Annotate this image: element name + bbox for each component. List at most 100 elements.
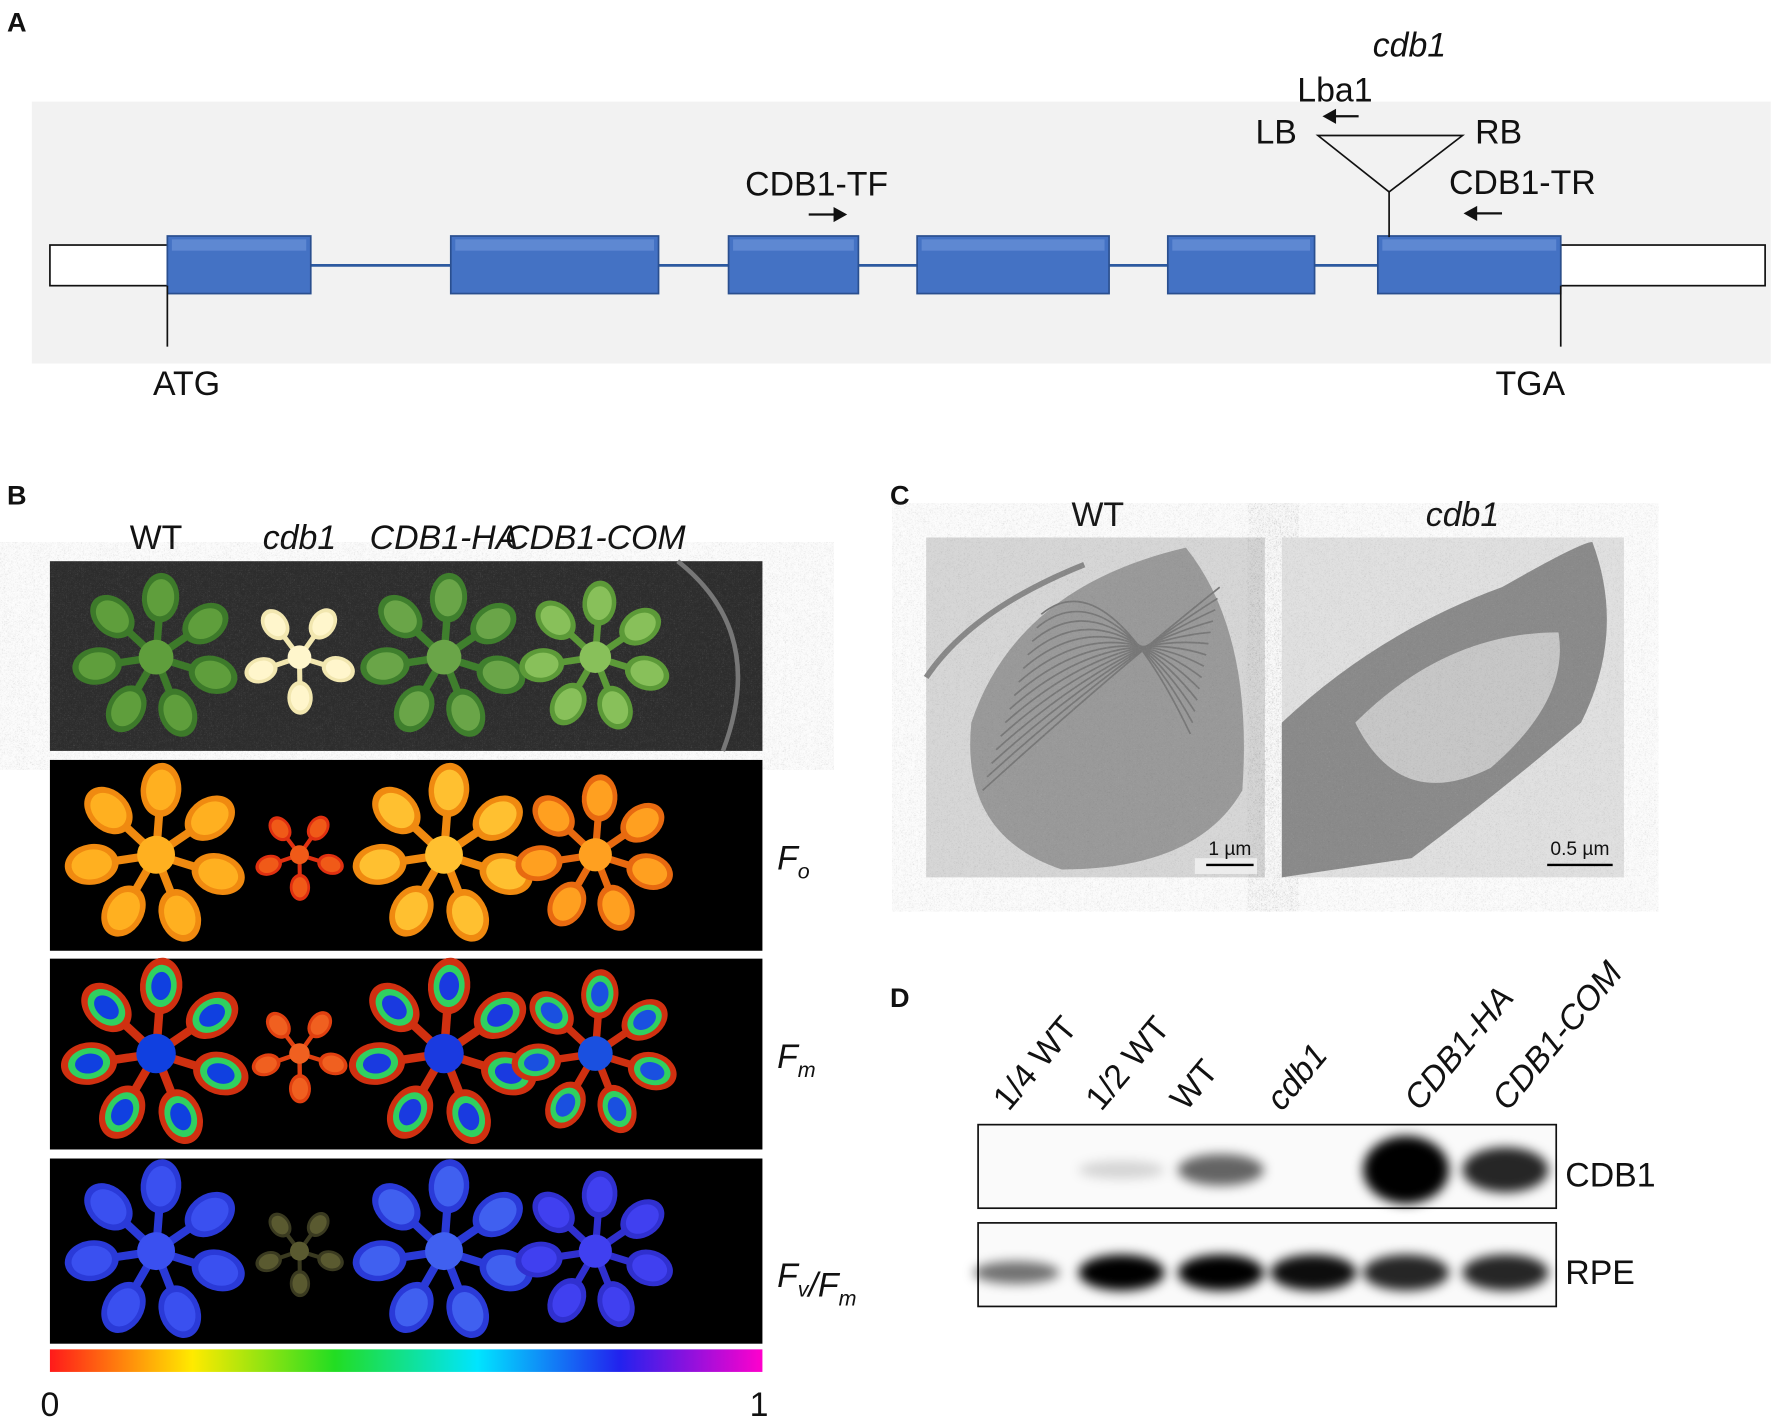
center	[289, 1241, 309, 1261]
label-part: F	[777, 1257, 800, 1295]
leaf	[292, 1273, 308, 1294]
rosette	[244, 608, 355, 715]
blot	[977, 1123, 1558, 1210]
leaf	[382, 995, 407, 1020]
center	[577, 1036, 613, 1071]
rosette	[60, 957, 249, 1144]
lane-label: cdb1	[1259, 1037, 1335, 1118]
row-label: Fv/Fm	[777, 1257, 856, 1310]
band-label: RPE	[1565, 1254, 1635, 1292]
leaf	[366, 652, 404, 680]
label-sub: m	[839, 1286, 857, 1310]
leaf	[487, 1003, 513, 1027]
leaf	[521, 1246, 557, 1273]
leaf	[309, 818, 327, 838]
leaf	[552, 1283, 582, 1318]
column-label: CDB1-HA	[370, 519, 519, 557]
leaf	[71, 1245, 112, 1276]
band	[1363, 1254, 1449, 1291]
center	[137, 1232, 176, 1271]
label-part: F	[777, 839, 800, 877]
column-label: WT	[130, 519, 183, 557]
exon-shade	[171, 239, 307, 251]
leaf	[378, 792, 415, 829]
leaf	[540, 605, 571, 635]
band	[1270, 1254, 1357, 1291]
leaf	[71, 849, 112, 880]
leaf	[399, 691, 430, 727]
leaf	[320, 1252, 341, 1269]
leaf	[198, 1254, 239, 1286]
leaf	[451, 694, 481, 731]
center	[424, 1033, 464, 1074]
band	[1462, 1254, 1549, 1291]
leaf	[269, 1015, 288, 1036]
panel-label: C	[890, 480, 910, 511]
leaf	[320, 856, 341, 873]
band	[1363, 1135, 1449, 1204]
leaf	[554, 688, 582, 721]
band	[1177, 1154, 1264, 1186]
leaf	[75, 1053, 104, 1074]
leaf	[378, 1189, 415, 1225]
label-sub: o	[798, 859, 810, 883]
leaf	[164, 895, 196, 936]
leaf	[439, 971, 460, 1001]
leaf	[194, 660, 232, 689]
leaf	[309, 1215, 327, 1234]
leaf	[312, 612, 334, 636]
plants	[60, 572, 677, 1338]
rosette	[515, 774, 673, 931]
leaf	[111, 691, 142, 727]
leaf	[191, 801, 229, 835]
center	[578, 1234, 612, 1268]
column-label: cdb1	[263, 519, 336, 557]
leaf	[601, 691, 629, 725]
leaf	[476, 608, 511, 640]
leaf	[434, 579, 463, 617]
center	[289, 1043, 310, 1064]
leaf	[633, 1009, 656, 1030]
row-label: Fm	[777, 1038, 816, 1082]
leaf	[290, 685, 310, 711]
leaf	[451, 895, 484, 936]
leaf	[625, 1204, 659, 1234]
rosette	[515, 1170, 673, 1328]
center	[136, 1033, 176, 1074]
border-label: RB	[1475, 113, 1522, 151]
rosette	[64, 762, 245, 942]
leaf	[451, 1291, 484, 1332]
label-part: F	[777, 1038, 800, 1076]
leaf	[325, 659, 351, 679]
leaf	[151, 971, 172, 1001]
leaf	[458, 1102, 480, 1131]
leaf	[395, 891, 428, 931]
leaf	[264, 613, 286, 637]
codon-label: TGA	[1495, 365, 1565, 403]
panel-label: B	[7, 480, 27, 511]
utr	[49, 244, 169, 287]
exon-shade	[921, 239, 1105, 251]
codon-label: ATG	[153, 365, 220, 403]
leaf	[107, 891, 140, 931]
leaf	[206, 1063, 235, 1084]
rosette	[519, 580, 670, 730]
scale-label: 0.5 µm	[1550, 839, 1609, 860]
band	[1177, 1254, 1264, 1291]
allele-label: cdb1	[1373, 26, 1446, 64]
primer-arrows	[808, 108, 1503, 223]
center	[578, 838, 612, 872]
band	[1078, 1254, 1165, 1291]
exon-shade	[455, 239, 655, 251]
leaf	[433, 1165, 464, 1207]
exon-shade	[1382, 239, 1557, 251]
lane-label: WT	[1163, 1053, 1226, 1118]
primer-label: CDB1-TR	[1449, 164, 1596, 202]
rosette	[348, 957, 537, 1144]
leaf	[107, 1288, 140, 1327]
tem-texture	[1281, 537, 1624, 878]
lane-label: 1/2 WT	[1078, 1009, 1177, 1117]
leaf	[163, 694, 193, 731]
leaf	[198, 858, 239, 890]
